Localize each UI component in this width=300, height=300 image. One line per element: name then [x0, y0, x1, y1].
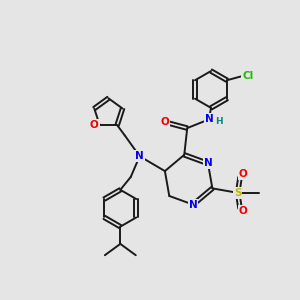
- Text: N: N: [189, 200, 197, 210]
- Text: S: S: [234, 188, 242, 198]
- Text: O: O: [160, 117, 169, 127]
- Text: N: N: [205, 114, 214, 124]
- Text: O: O: [90, 120, 99, 130]
- Text: O: O: [238, 169, 247, 179]
- Text: H: H: [215, 117, 223, 126]
- Text: Cl: Cl: [242, 71, 254, 81]
- Text: N: N: [204, 158, 212, 169]
- Text: N: N: [135, 151, 144, 161]
- Text: O: O: [238, 206, 247, 216]
